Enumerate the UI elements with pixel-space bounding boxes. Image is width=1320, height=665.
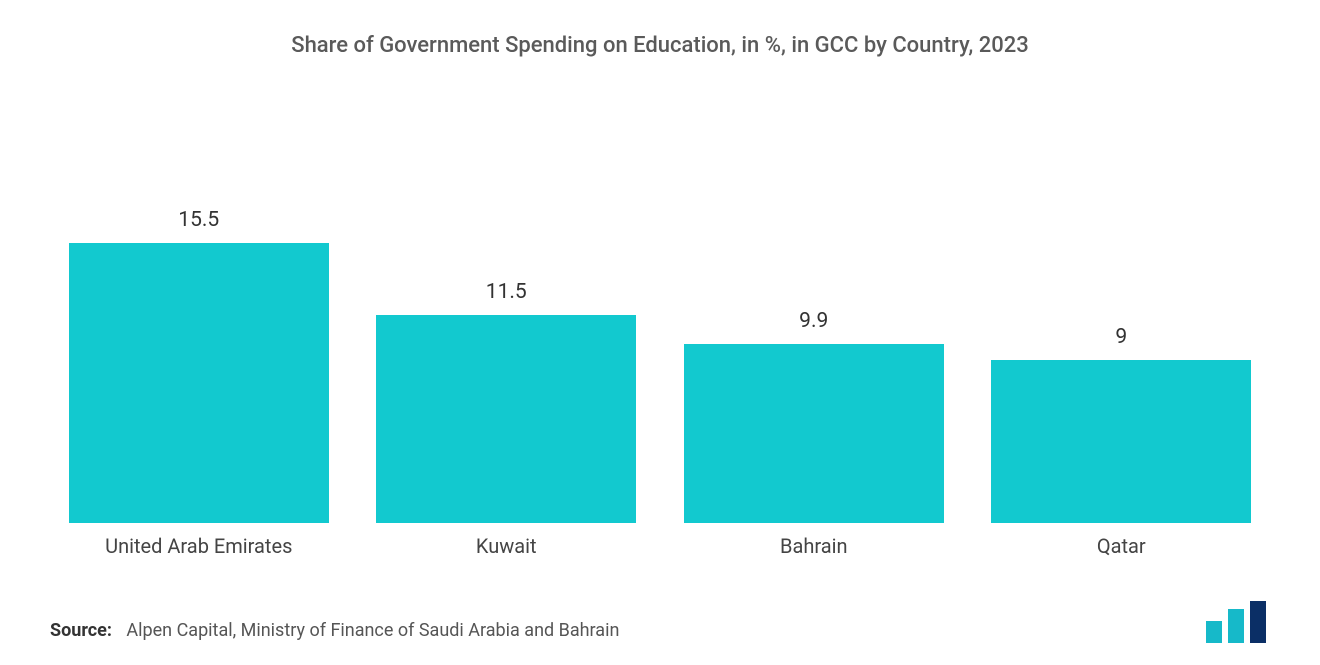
bar-3 [991, 360, 1251, 523]
logo-bar-3 [1250, 601, 1266, 643]
bar-value-1: 11.5 [486, 282, 527, 303]
bar-2 [684, 344, 944, 523]
source-line: Source: Alpen Capital, Ministry of Finan… [50, 618, 619, 643]
logo-bar-1 [1206, 621, 1222, 643]
chart-footer: Source: Alpen Capital, Ministry of Finan… [40, 559, 1280, 643]
x-label-3: Qatar [991, 533, 1251, 559]
plot-area: 15.5 11.5 9.9 9 [40, 69, 1280, 523]
bar-group-0: 15.5 [69, 210, 329, 523]
bar-group-2: 9.9 [684, 311, 944, 523]
logo-bar-2 [1228, 609, 1244, 643]
x-label-2: Bahrain [684, 533, 944, 559]
x-axis: United Arab Emirates Kuwait Bahrain Qata… [40, 523, 1280, 559]
brand-logo-icon [1204, 601, 1270, 643]
bar-value-0: 15.5 [178, 210, 219, 231]
x-label-1: Kuwait [376, 533, 636, 559]
chart-container: Share of Government Spending on Educatio… [0, 0, 1320, 665]
bar-group-1: 11.5 [376, 282, 636, 523]
bar-1 [376, 315, 636, 523]
x-label-0: United Arab Emirates [69, 533, 329, 559]
bar-group-3: 9 [991, 327, 1251, 523]
source-text: Alpen Capital, Ministry of Finance of Sa… [126, 620, 619, 641]
bar-0 [69, 243, 329, 523]
bar-value-2: 9.9 [799, 311, 828, 332]
chart-title: Share of Government Spending on Educatio… [40, 28, 1280, 69]
bar-value-3: 9 [1115, 327, 1127, 348]
source-label: Source: [50, 620, 112, 641]
